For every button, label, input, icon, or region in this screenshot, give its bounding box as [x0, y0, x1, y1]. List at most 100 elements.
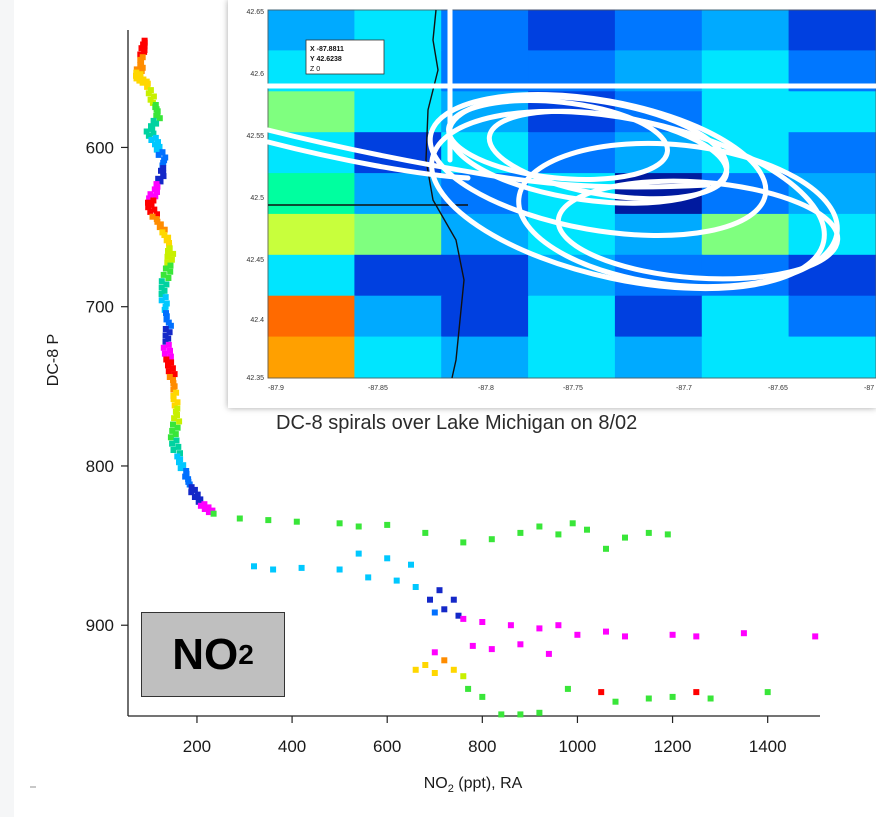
profile-point	[133, 69, 140, 76]
profile-point	[145, 199, 151, 206]
profile-point	[163, 310, 169, 317]
data-point	[393, 577, 400, 584]
profile-point	[166, 374, 173, 380]
data-point	[355, 523, 362, 530]
data-point	[460, 615, 467, 622]
inset-map-plot: X -87.8811 Y 42.6238 Z 0 -87.9 -87.85 -8…	[246, 7, 876, 392]
data-point	[569, 520, 576, 527]
profile-point	[170, 447, 177, 453]
inset-caption: DC-8 spirals over Lake Michigan on 8/02	[276, 412, 638, 434]
profile-point	[167, 262, 174, 269]
x-tick-label: 1400	[749, 737, 787, 756]
profile-point	[174, 412, 180, 418]
data-point	[412, 584, 419, 590]
profile-point	[167, 347, 173, 354]
map-x-tick: -87.9	[268, 385, 284, 392]
shoreline	[425, 9, 465, 379]
profile-point	[173, 389, 180, 396]
profile-point	[164, 259, 171, 266]
profile-point	[163, 281, 170, 288]
profile-point	[158, 278, 165, 285]
profile-point	[173, 437, 180, 444]
map-frame	[267, 9, 876, 379]
map-cell	[267, 173, 356, 215]
profile-point	[175, 443, 182, 450]
profile-point	[138, 68, 145, 74]
map-cell	[354, 173, 443, 215]
profile-point	[136, 77, 143, 84]
profile-point	[161, 350, 168, 357]
data-point	[365, 574, 372, 581]
profile-point	[154, 218, 161, 225]
profile-point	[157, 178, 164, 185]
y-axis-title: DC-8 P	[45, 334, 62, 386]
x-tick-label: 600	[373, 737, 401, 756]
profile-point	[164, 253, 171, 260]
data-point	[612, 698, 619, 705]
inset-map-panel: X -87.8811 Y 42.6238 Z 0 -87.9 -87.85 -8…	[228, 0, 876, 408]
data-point	[384, 521, 391, 528]
spiral-loop	[486, 108, 730, 202]
readout-x: X -87.8811	[310, 46, 344, 53]
x-tick-label: 1000	[559, 737, 597, 756]
species-label-subscript: 2	[238, 638, 254, 670]
data-point	[412, 666, 419, 673]
profile-point	[147, 208, 154, 215]
profile-point	[209, 507, 216, 514]
profile-point	[205, 509, 212, 516]
profile-point	[144, 80, 151, 87]
profile-point	[188, 489, 195, 496]
data-point	[460, 673, 467, 680]
map-cell	[267, 254, 356, 297]
map-y-tick: 42.45	[246, 257, 264, 264]
map-y-tick: 42.55	[246, 133, 264, 140]
profile-point	[210, 510, 217, 517]
profile-point	[158, 297, 165, 304]
profile-point	[161, 287, 168, 294]
data-point	[488, 536, 495, 543]
profile-point	[162, 332, 169, 339]
map-cell	[354, 254, 443, 297]
profile-point	[147, 191, 154, 198]
data-point	[764, 689, 771, 696]
profile-point	[143, 128, 150, 135]
map-cell	[267, 295, 356, 338]
data-point	[645, 695, 652, 702]
profile-point	[170, 250, 177, 257]
profile-point	[168, 256, 175, 263]
profile-point	[170, 380, 177, 387]
slide-corner-mark	[30, 786, 36, 788]
x-tick-label: 1200	[654, 737, 692, 756]
data-point	[460, 539, 467, 546]
x-tick-label: 200	[183, 737, 211, 756]
map-y-tick: 42.6	[250, 71, 264, 78]
profile-point	[162, 294, 169, 301]
profile-point	[148, 201, 155, 208]
data-point	[422, 662, 429, 668]
profile-point	[147, 87, 154, 94]
profile-point	[154, 211, 160, 218]
data-point	[408, 561, 414, 568]
profile-point	[159, 149, 166, 156]
profile-point	[150, 93, 157, 100]
profile-point	[176, 459, 182, 466]
data-point	[645, 529, 652, 536]
map-cell	[528, 336, 616, 379]
profile-point	[167, 322, 174, 329]
spiral-loop	[555, 178, 841, 282]
data-point	[517, 641, 524, 648]
data-point	[465, 685, 472, 692]
data-point	[669, 693, 676, 700]
data-point	[517, 529, 524, 536]
profile-point	[155, 151, 162, 158]
profile-point	[174, 405, 181, 412]
profile-point	[163, 316, 170, 323]
data-point	[336, 520, 343, 527]
map-cell	[267, 91, 356, 134]
profile-point	[150, 130, 157, 137]
map-cell	[267, 213, 356, 256]
data-point	[236, 515, 243, 522]
data-point	[422, 529, 429, 536]
data-point	[431, 670, 438, 676]
